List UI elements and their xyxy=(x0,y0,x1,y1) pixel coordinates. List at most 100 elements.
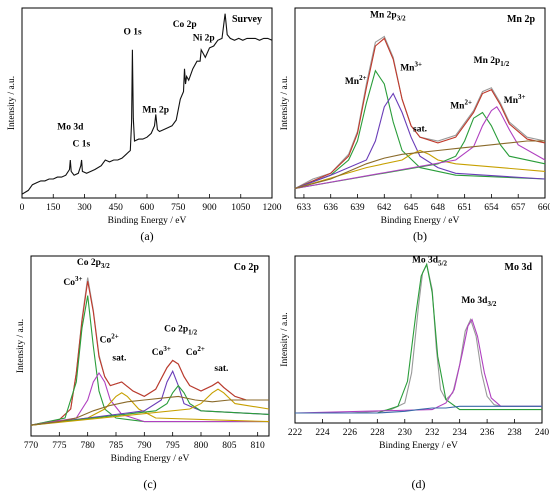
peak-label: Mn3+ xyxy=(504,93,526,106)
x-tick-label: 1200 xyxy=(263,203,282,213)
series-line-mn2-2p1-2 xyxy=(294,111,546,190)
peak-label: Co 2p3/2 xyxy=(77,258,110,270)
peak-label: Co3+ xyxy=(152,345,171,358)
series-line-0 xyxy=(21,13,273,195)
x-tick-label: 660 xyxy=(538,203,550,213)
x-tick-label: 600 xyxy=(140,203,155,213)
peak-label: Mn2+ xyxy=(450,99,472,112)
peak-label: Co2+ xyxy=(100,332,119,345)
x-tick-label: 648 xyxy=(431,203,446,213)
peak-label: Mn3+ xyxy=(400,61,422,74)
panel-b: 633 636 639 642 645 648 651 654 657 660 Binding En… xyxy=(280,7,550,243)
x-tick-label: 226 xyxy=(343,428,358,438)
x-tick-label: 224 xyxy=(315,428,330,438)
plot-frame xyxy=(21,7,273,199)
x-tick-label: 800 xyxy=(194,441,209,451)
x-axis-title: Binding Energy / eV xyxy=(108,216,187,226)
series-line-sat-2p3-2 xyxy=(30,392,270,426)
x-tick-label: 810 xyxy=(251,441,266,451)
x-tick-label: 900 xyxy=(202,203,217,213)
peak-label: Mo 3d xyxy=(57,123,84,133)
x-axis-title: Binding Energy / eV xyxy=(111,454,190,464)
series-line-co2-2p3-2 xyxy=(30,371,269,426)
peak-label: Mn 2p3/2 xyxy=(370,11,406,23)
series-line-background xyxy=(294,140,545,190)
panel-c: 770 775 780 785 790 795 800 805 810 Binding Energ… xyxy=(16,255,270,491)
x-axis-title: Binding Energy / eV xyxy=(381,216,460,226)
peak-label: Ni 2p xyxy=(193,33,215,43)
x-tick-label: 795 xyxy=(166,441,181,451)
panel-letter: (c) xyxy=(143,477,156,491)
x-tick-label: 232 xyxy=(425,428,440,438)
series-line-raw xyxy=(30,277,269,426)
plot-frame xyxy=(294,255,543,424)
y-axis-title: Intensity / a.u. xyxy=(280,312,290,366)
x-tick-label: 651 xyxy=(458,203,473,213)
x-tick-label: 230 xyxy=(398,428,413,438)
x-tick-label: 645 xyxy=(404,203,419,213)
panel-letter: (d) xyxy=(412,477,426,491)
x-tick-label: 222 xyxy=(288,428,303,438)
panel-title: Mn 2p xyxy=(507,14,536,25)
panel-title: Survey xyxy=(232,14,262,25)
series-line-mn3-2p1-2 xyxy=(294,106,546,190)
x-tick-label: 238 xyxy=(507,428,522,438)
peak-label: Co 2p1/2 xyxy=(164,325,197,337)
x-tick-label: 642 xyxy=(377,203,392,213)
y-axis-title: Intensity / a.u. xyxy=(16,319,26,373)
x-tick-label: 450 xyxy=(109,203,124,213)
x-tick-label: 300 xyxy=(77,203,92,213)
x-tick-label: 780 xyxy=(81,441,96,451)
panel-letter: (a) xyxy=(140,229,153,243)
peak-label: C 1s xyxy=(73,140,91,150)
x-tick-label: 240 xyxy=(535,428,550,438)
x-tick-label: 0 xyxy=(20,203,25,213)
x-tick-label: 234 xyxy=(453,428,468,438)
x-tick-label: 236 xyxy=(480,428,495,438)
series-line-raw xyxy=(295,262,542,414)
panel-a: 0 150 300 450 600 750 900 1050 1200 Binding Energ… xyxy=(7,7,282,243)
x-tick-label: 750 xyxy=(171,203,186,213)
series-line-mo-3d3-2-fit xyxy=(294,318,542,414)
panel-title: Co 2p xyxy=(234,262,260,273)
x-tick-label: 775 xyxy=(52,441,67,451)
peak-label: Mn 2p1/2 xyxy=(474,56,510,68)
y-axis-title: Intensity / a.u. xyxy=(7,76,17,130)
peak-label: sat. xyxy=(214,364,228,374)
peak-label: sat. xyxy=(112,353,126,363)
series-line-mn2-2p3-2 xyxy=(294,69,546,190)
panel-title: Mo 3d xyxy=(505,262,533,273)
panel-d: 222 224 226 228 230 232 234 236 238 240 Binding En… xyxy=(280,255,550,491)
peak-label: sat. xyxy=(413,125,427,135)
x-tick-label: 654 xyxy=(484,203,499,213)
series-line-background xyxy=(30,395,269,426)
plot-frame xyxy=(294,7,546,199)
x-tick-label: 150 xyxy=(46,203,61,213)
peak-label: Mn 2p xyxy=(142,106,169,116)
x-tick-label: 633 xyxy=(297,203,312,213)
peak-label: Co 2p xyxy=(173,20,197,30)
series-line-sat- xyxy=(294,149,546,190)
x-tick-label: 770 xyxy=(24,441,39,451)
peak-label: Mo 3d3/2 xyxy=(461,296,497,308)
x-tick-label: 657 xyxy=(511,203,526,213)
series-line-co3-2p3-2 xyxy=(30,295,269,426)
x-tick-label: 1050 xyxy=(231,203,250,213)
series-line-background xyxy=(295,405,542,414)
series-line-fit xyxy=(30,281,269,426)
plot-frame xyxy=(30,255,270,437)
peak-label: Mo 3d5/2 xyxy=(412,256,448,268)
x-tick-label: 639 xyxy=(350,203,365,213)
series-line-fit xyxy=(294,37,546,190)
series-line-co3-2p1-2 xyxy=(30,369,270,426)
x-axis-title: Binding Energy / eV xyxy=(379,441,458,451)
x-tick-label: 785 xyxy=(109,441,124,451)
x-tick-label: 636 xyxy=(324,203,339,213)
peak-label: Co2+ xyxy=(186,345,205,358)
x-tick-label: 228 xyxy=(370,428,385,438)
series-line-mn3-2p3-2 xyxy=(294,92,546,190)
peak-label: O 1s xyxy=(124,28,143,38)
x-tick-label: 790 xyxy=(137,441,152,451)
